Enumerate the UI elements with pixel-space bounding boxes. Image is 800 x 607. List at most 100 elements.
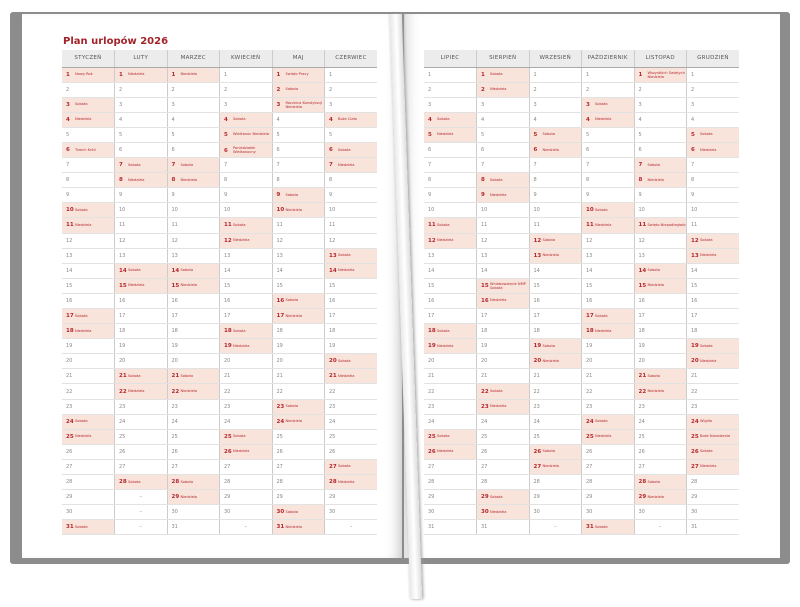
day-cell[interactable]: 17	[166, 308, 220, 325]
day-cell[interactable]: 1	[581, 67, 634, 83]
day-cell[interactable]: 20	[476, 353, 529, 370]
day-cell[interactable]: 9	[686, 187, 739, 204]
day-cell[interactable]: 3 Sobota	[62, 97, 115, 113]
day-cell[interactable]: 5	[633, 127, 687, 143]
day-cell[interactable]: 4 Sobota	[424, 112, 477, 128]
day-cell[interactable]: 2	[581, 82, 634, 98]
day-cell[interactable]: 12	[581, 233, 634, 249]
day-cell[interactable]: 20Niedziela	[528, 353, 582, 370]
day-cell[interactable]: 18	[476, 323, 529, 340]
day-cell[interactable]: 13Sobota	[324, 248, 377, 264]
day-cell[interactable]: 12Sobota	[686, 233, 739, 249]
day-cell[interactable]: 24	[476, 414, 529, 430]
day-cell[interactable]: 1 Święto Pracy	[271, 67, 325, 83]
day-cell[interactable]: 26	[114, 444, 167, 460]
day-cell[interactable]: 6	[581, 142, 634, 159]
day-cell[interactable]: 7	[219, 157, 272, 174]
day-cell[interactable]: 23	[62, 399, 115, 415]
day-cell[interactable]: 16Sobota	[271, 293, 325, 310]
day-cell[interactable]: 26	[633, 444, 687, 460]
day-cell[interactable]: 5 Sobota	[528, 127, 582, 143]
day-cell[interactable]: 13	[166, 248, 220, 264]
day-cell[interactable]: 2	[324, 82, 377, 98]
day-cell[interactable]: 21Sobota	[166, 368, 220, 385]
day-cell[interactable]: 28	[686, 474, 739, 491]
day-cell[interactable]: 18	[686, 323, 739, 340]
day-cell[interactable]: 24Niedziela	[271, 414, 325, 430]
day-cell[interactable]: 27	[219, 459, 272, 476]
day-cell[interactable]: 11Sobota	[424, 217, 477, 234]
day-cell[interactable]: 7	[476, 157, 529, 174]
day-cell[interactable]: 31Sobota	[62, 519, 115, 536]
day-cell[interactable]: 10	[114, 202, 167, 219]
day-cell[interactable]: 10	[476, 202, 529, 219]
day-cell[interactable]: 19	[476, 338, 529, 355]
day-cell[interactable]: 29Niedziela	[633, 489, 687, 506]
day-cell[interactable]: 6 Niedziela	[528, 142, 582, 159]
day-cell[interactable]: 29	[528, 489, 582, 506]
day-cell[interactable]: 2 Niedziela	[476, 82, 529, 98]
day-cell[interactable]: 10Sobota	[62, 202, 115, 219]
day-cell[interactable]: 6	[166, 142, 220, 159]
day-cell[interactable]: 29	[271, 489, 325, 506]
day-cell[interactable]: 9	[324, 187, 377, 204]
day-cell[interactable]: 10	[633, 202, 687, 219]
day-cell[interactable]: 3	[528, 97, 582, 113]
day-cell[interactable]: 1 Nowy Rok	[62, 67, 115, 83]
day-cell[interactable]: 20	[219, 353, 272, 370]
day-cell[interactable]: 8	[581, 172, 634, 189]
day-cell[interactable]: 7	[424, 157, 477, 174]
day-cell[interactable]: 26	[62, 444, 115, 460]
day-cell[interactable]: 21	[271, 368, 325, 385]
day-cell[interactable]: 12	[476, 233, 529, 249]
day-cell[interactable]: 28Sobota	[166, 474, 220, 491]
day-cell[interactable]: 23	[528, 399, 582, 415]
day-cell[interactable]: 7	[62, 157, 115, 174]
day-cell[interactable]: 16Niedziela	[476, 293, 529, 310]
day-cell[interactable]: 29	[324, 489, 377, 506]
day-cell[interactable]: 23	[633, 399, 687, 415]
day-cell[interactable]: 17Sobota	[581, 308, 634, 325]
day-cell[interactable]: 6 Niedziela	[686, 142, 739, 159]
day-cell[interactable]: 19	[633, 338, 687, 355]
day-cell[interactable]: 6 Poniedziałek Wielkanocny	[219, 142, 272, 159]
day-cell[interactable]: 26Sobota	[528, 444, 582, 460]
day-cell[interactable]: 1	[528, 67, 582, 83]
day-cell[interactable]: 25	[324, 429, 377, 445]
day-cell[interactable]: 28	[581, 474, 634, 491]
day-cell[interactable]: 10	[528, 202, 582, 219]
day-cell[interactable]: 17Sobota	[62, 308, 115, 325]
day-cell[interactable]: 23	[581, 399, 634, 415]
day-cell[interactable]: 5	[62, 127, 115, 143]
day-cell[interactable]: 23Sobota	[271, 399, 325, 415]
day-cell[interactable]: 11	[324, 217, 377, 234]
day-cell[interactable]: 6	[424, 142, 477, 159]
day-cell[interactable]: 12Niedziela	[219, 233, 272, 249]
day-cell[interactable]: 13Niedziela	[686, 248, 739, 264]
day-cell[interactable]: 26Sobota	[686, 444, 739, 460]
day-cell[interactable]: 22	[219, 383, 272, 400]
day-cell[interactable]: 15Niedziela	[166, 278, 220, 294]
day-cell[interactable]: 24	[324, 414, 377, 430]
day-cell[interactable]: 25Niedziela	[62, 429, 115, 445]
day-cell[interactable]: 29Niedziela	[166, 489, 220, 506]
day-cell[interactable]: 6	[633, 142, 687, 159]
day-cell[interactable]: 23	[114, 399, 167, 415]
day-cell[interactable]: 3	[324, 97, 377, 113]
day-cell[interactable]: 20	[424, 353, 477, 370]
day-cell[interactable]: 20Sobota	[324, 353, 377, 370]
day-cell[interactable]: 18	[166, 323, 220, 340]
day-cell[interactable]: 3	[424, 97, 477, 113]
day-cell[interactable]: 15	[424, 278, 477, 294]
day-cell[interactable]: 17	[219, 308, 272, 325]
day-cell[interactable]: 12	[324, 233, 377, 249]
day-cell[interactable]: 22	[324, 383, 377, 400]
day-cell[interactable]: 4	[476, 112, 529, 128]
day-cell[interactable]: 21Niedziela	[324, 368, 377, 385]
day-cell[interactable]: 25	[271, 429, 325, 445]
day-cell[interactable]: 1 Niedziela	[114, 67, 167, 83]
day-cell[interactable]: 14	[686, 263, 739, 279]
day-cell[interactable]: 1	[424, 67, 477, 83]
day-cell[interactable]: 8	[271, 172, 325, 189]
day-cell[interactable]: 8 Niedziela	[633, 172, 687, 189]
